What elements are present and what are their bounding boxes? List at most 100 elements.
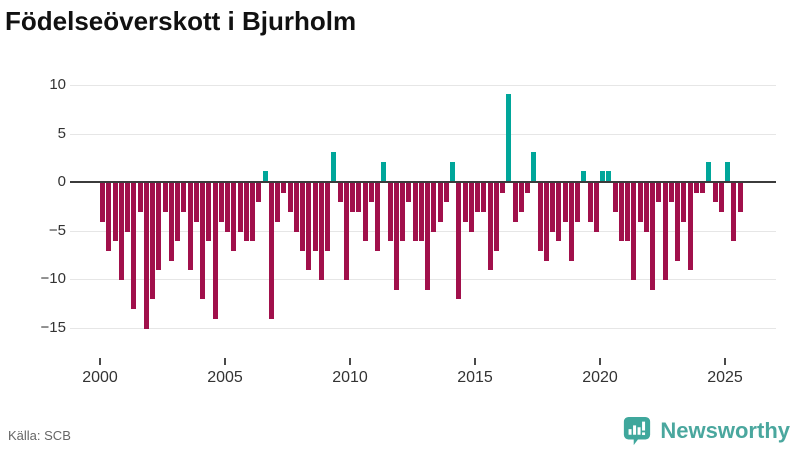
zero-line [70, 181, 776, 183]
bar-2010q4 [368, 183, 374, 203]
bar-2000q1 [100, 183, 105, 222]
gridline-y-5 [70, 134, 776, 135]
bar-2023q4 [693, 183, 699, 193]
page-title: Födelseöverskott i Bjurholm [5, 6, 357, 36]
bar-2014q4 [468, 183, 474, 232]
bar-2006q2 [256, 183, 262, 203]
bar-2001q1 [125, 183, 130, 232]
x-axis-tick-2010 [349, 358, 351, 365]
bar-2021q4 [643, 183, 649, 232]
bar-2014q1 [450, 161, 455, 181]
bar-2023q2 [681, 183, 687, 222]
bar-2003q2 [181, 183, 187, 213]
bar-2022q3 [662, 183, 668, 280]
bar-2002q3 [162, 183, 168, 213]
bar-2009q3 [337, 183, 343, 203]
x-axis-label-2025: 2025 [707, 369, 743, 386]
bar-2021q2 [631, 183, 637, 280]
x-axis-label-2020: 2020 [582, 369, 618, 386]
bar-2001q4 [143, 183, 149, 329]
bar-2024q2 [706, 161, 712, 181]
x-axis-label-2015: 2015 [457, 369, 493, 386]
bar-2012q1 [400, 183, 405, 242]
bar-2016q2 [506, 93, 512, 181]
bar-2002q2 [156, 183, 162, 271]
bar-2017q3 [537, 183, 543, 251]
bar-2013q1 [425, 183, 430, 290]
bar-2003q4 [193, 183, 199, 222]
bar-2021q3 [637, 183, 643, 222]
bar-2000q3 [112, 183, 118, 242]
bar-2001q3 [137, 183, 143, 213]
bar-2005q3 [237, 183, 243, 232]
bar-2016q4 [518, 183, 524, 213]
y-axis-label--15: −15 [40, 319, 66, 336]
x-axis-tick-2020 [599, 358, 601, 365]
bar-2010q2 [356, 183, 362, 213]
bar-2007q1 [275, 183, 280, 222]
bar-2020q4 [618, 183, 624, 242]
bar-2020q3 [612, 183, 618, 213]
bar-2007q4 [293, 183, 299, 232]
bar-2008q2 [306, 183, 312, 271]
bar-2007q2 [281, 183, 287, 193]
bar-2018q4 [568, 183, 574, 261]
bar-2015q1 [475, 183, 480, 213]
bar-2011q3 [387, 183, 393, 242]
bar-2016q1 [500, 183, 505, 193]
bar-2013q2 [431, 183, 437, 232]
bar-2009q2 [331, 151, 337, 181]
bar-2017q1 [525, 183, 530, 193]
bar-2022q2 [656, 183, 662, 203]
bar-2001q2 [131, 183, 137, 310]
bar-2017q4 [543, 183, 549, 261]
bar-2000q4 [118, 183, 124, 280]
gridline-y--10 [70, 279, 776, 280]
bar-2009q1 [325, 183, 330, 251]
bar-2013q4 [443, 183, 449, 203]
bar-2021q1 [625, 183, 630, 242]
bar-2007q3 [287, 183, 293, 213]
bar-2008q3 [312, 183, 318, 251]
x-axis-tick-2005 [224, 358, 226, 365]
bar-2017q2 [531, 151, 537, 181]
bar-2006q1 [250, 183, 255, 242]
bar-2024q1 [700, 183, 705, 193]
source-label: Källa: SCB [8, 428, 71, 443]
x-axis-label-2005: 2005 [207, 369, 243, 386]
bar-2019q4 [593, 183, 599, 232]
bar-2024q3 [712, 183, 718, 203]
bar-2010q3 [362, 183, 368, 242]
newsworthy-logo[interactable]: Newsworthy [622, 414, 790, 448]
bar-2004q4 [218, 183, 224, 222]
bar-2003q1 [175, 183, 180, 242]
y-axis-label-0: 0 [57, 173, 66, 190]
bar-2005q4 [243, 183, 249, 242]
gridline-y-10 [70, 85, 776, 86]
bar-2003q3 [187, 183, 193, 271]
bar-2020q1 [600, 171, 605, 181]
bar-2014q2 [456, 183, 462, 300]
y-axis-label--10: −10 [40, 270, 66, 287]
bar-2019q3 [587, 183, 593, 222]
bar-2002q1 [150, 183, 155, 300]
bar-2005q1 [225, 183, 230, 232]
bar-2025q2 [731, 183, 737, 242]
bar-2008q1 [300, 183, 305, 251]
y-axis-label-10: 10 [49, 76, 66, 93]
bar-2012q2 [406, 183, 412, 203]
bar-2000q2 [106, 183, 112, 251]
bar-2008q4 [318, 183, 324, 280]
bar-2023q1 [675, 183, 680, 261]
bar-2012q3 [412, 183, 418, 242]
bar-2006q4 [268, 183, 274, 319]
bar-2011q1 [375, 183, 380, 251]
bar-2010q1 [350, 183, 355, 213]
bar-2015q4 [493, 183, 499, 251]
gridline-y--15 [70, 328, 776, 329]
bar-2011q2 [381, 161, 387, 181]
bar-2018q3 [562, 183, 568, 222]
bar-2025q1 [725, 161, 730, 181]
bar-2016q3 [512, 183, 518, 222]
bar-2009q4 [343, 183, 349, 280]
